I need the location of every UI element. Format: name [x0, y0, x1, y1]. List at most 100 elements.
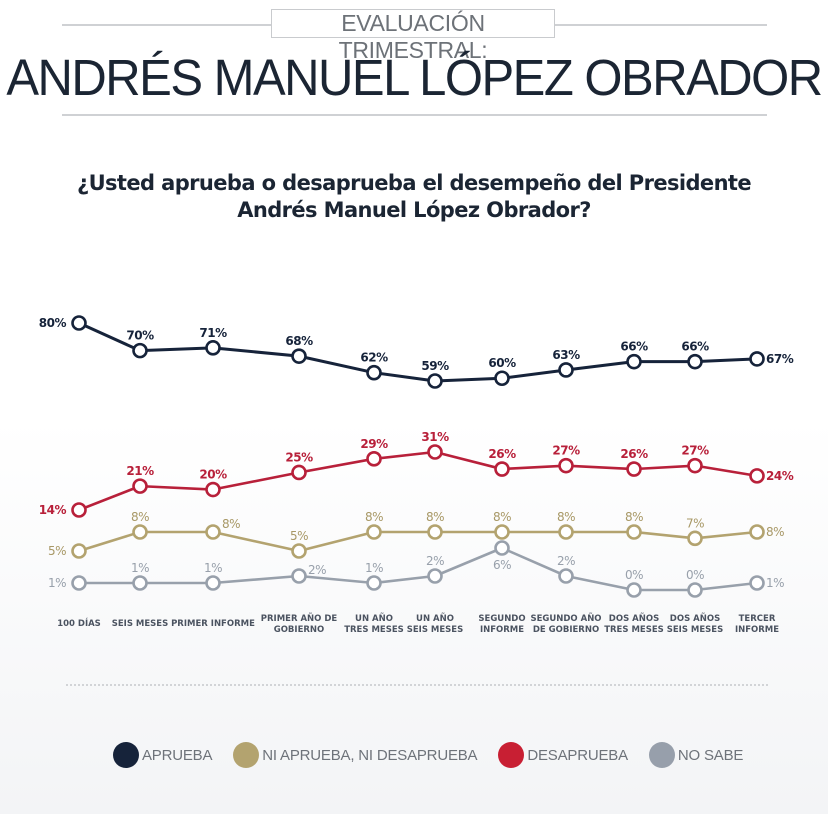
data-label-nosabe: 0% — [686, 568, 704, 582]
x-tick-label: SEGUNDO INFORME — [478, 614, 525, 635]
legend-swatch-desaprueba — [498, 742, 525, 768]
series-line-nosabe — [79, 546, 758, 592]
data-label-ni: 8% — [131, 510, 149, 524]
data-label-nosabe: 2% — [557, 554, 575, 568]
data-label-aprueba: 59% — [421, 359, 449, 373]
data-label-ni: 5% — [290, 529, 308, 543]
series-line-aprueba — [78, 321, 758, 383]
data-point-aprueba — [366, 364, 382, 381]
data-point-aprueba — [291, 348, 307, 364]
x-tick-label: DOS AÑOS TRES MESES — [604, 613, 664, 635]
x-tick-label: DOS AÑOS SEIS MESES — [667, 613, 724, 635]
data-label-desaprueba: 21% — [126, 464, 154, 478]
legend-item-nosabe: NO SABE — [648, 742, 743, 768]
data-label-ni: 8% — [365, 510, 383, 524]
data-label-ni: 5% — [48, 544, 66, 558]
data-point-aprueba — [494, 370, 510, 387]
series-aprueba: 80% 70% 71% 68% 62% 59% 60% 63% 66% 66% 67% — [39, 315, 794, 389]
legend-label-ni: NI APRUEBA, NI DESAPRUEBA — [262, 746, 478, 764]
data-point-aprueba — [205, 340, 221, 356]
data-point-nosabe — [366, 575, 382, 591]
data-label-aprueba: 62% — [360, 351, 388, 365]
data-point-ni — [205, 524, 221, 540]
data-point-ni — [132, 524, 148, 540]
data-point-nosabe — [427, 568, 443, 584]
data-label-nosabe: 2% — [308, 563, 326, 577]
series-ni: 5% 8% 8% 5% 8% 8% 8% 8% 8% 7% 8% — [48, 510, 785, 559]
data-label-nosabe: 0% — [625, 568, 643, 582]
data-point-ni — [494, 524, 510, 540]
data-point-ni — [749, 524, 765, 540]
x-tick-label: SEIS MESES — [112, 619, 169, 629]
data-label-ni: 7% — [686, 516, 704, 530]
data-point-aprueba — [687, 353, 703, 370]
series-line-desaprueba — [78, 450, 758, 512]
data-point-nosabe — [494, 540, 510, 556]
data-point-desaprueba — [626, 461, 642, 477]
chart-legend: APRUEBA NI APRUEBA, NI DESAPRUEBA DESAPR… — [113, 740, 764, 770]
header-rule-right — [553, 24, 767, 26]
data-point-nosabe — [71, 575, 87, 591]
data-point-desaprueba — [427, 444, 443, 460]
data-label-aprueba: 66% — [620, 340, 648, 354]
data-label-desaprueba: 27% — [681, 444, 709, 458]
x-tick-label: UN AÑO SEIS MESES — [407, 613, 464, 635]
data-label-nosabe: 1% — [48, 576, 66, 590]
legend-swatch-aprueba — [113, 742, 139, 768]
data-label-ni: 8% — [222, 517, 240, 531]
legend-label-aprueba: APRUEBA — [142, 746, 213, 764]
x-tick-label: TERCER INFORME — [735, 614, 779, 635]
data-point-desaprueba — [558, 457, 574, 474]
legend-swatch-ni — [233, 742, 260, 768]
data-label-aprueba: 70% — [126, 329, 154, 343]
data-point-aprueba — [132, 342, 148, 359]
x-axis: 100 DÍAS SEIS MESES PRIMER INFORME PRIMER A… — [57, 613, 779, 635]
header-rule-bottom — [62, 114, 767, 116]
legend-item-desaprueba: DESAPRUEBA — [498, 742, 628, 768]
series-desaprueba: 14% 21% 20% 25% 29% 31% 26% 27% 26% 27% 24% — [39, 430, 794, 518]
data-point-desaprueba — [291, 464, 307, 481]
data-label-desaprueba: 24% — [766, 469, 794, 483]
data-point-desaprueba — [132, 478, 148, 494]
data-point-desaprueba — [366, 451, 382, 467]
data-point-desaprueba — [494, 461, 510, 477]
header-rule-left — [62, 24, 272, 26]
data-point-aprueba — [71, 315, 87, 331]
data-label-ni: 8% — [766, 525, 784, 539]
x-tick-label: 100 DÍAS — [57, 617, 101, 629]
data-label-nosabe: 1% — [204, 561, 222, 575]
series-line-ni — [78, 530, 758, 553]
data-point-ni — [558, 524, 574, 540]
series-nosabe: 1% 1% 1% 2% 1% 2% 6% 2% 0% 0% 1% — [48, 540, 785, 598]
question-line-1: ¿Usted aprueba o desaprueba el desempeño… — [77, 171, 752, 195]
data-label-aprueba: 66% — [681, 340, 709, 354]
data-label-aprueba: 60% — [488, 356, 516, 370]
legend-label-desaprueba: DESAPRUEBA — [527, 746, 628, 764]
data-label-aprueba: 71% — [199, 326, 227, 340]
data-point-desaprueba — [71, 502, 87, 518]
data-label-desaprueba: 20% — [199, 468, 227, 482]
data-point-desaprueba — [205, 481, 221, 498]
question-line-2: Andrés Manuel López Obrador? — [237, 198, 591, 222]
legend-item-aprueba: APRUEBA — [113, 742, 212, 768]
data-label-nosabe: 1% — [766, 576, 784, 590]
data-point-nosabe — [626, 582, 642, 598]
data-point-ni — [626, 524, 642, 540]
data-label-desaprueba: 31% — [421, 430, 449, 444]
data-label-aprueba: 80% — [39, 316, 67, 330]
data-label-aprueba: 68% — [285, 334, 313, 348]
data-point-nosabe — [558, 568, 574, 584]
data-point-ni — [687, 530, 703, 547]
line-chart: 1% 1% 1% 2% 1% 2% 6% 2% 0% 0% 1% 5% 8% 8% 5% 8% 8% 8% 8% 8%… — [39, 315, 794, 635]
legend-item-ni: NI APRUEBA, NI DESAPRUEBA — [233, 742, 478, 768]
data-label-ni: 8% — [625, 510, 643, 524]
data-point-ni — [366, 524, 382, 540]
data-label-nosabe: 1% — [131, 561, 149, 575]
data-label-desaprueba: 25% — [285, 450, 313, 464]
x-tick-label: PRIMER AÑO DE GOBIERNO — [261, 613, 338, 635]
data-label-ni: 8% — [493, 510, 511, 524]
data-label-desaprueba: 26% — [488, 447, 516, 461]
x-tick-label: PRIMER INFORME — [171, 619, 255, 629]
data-label-desaprueba: 27% — [552, 444, 580, 458]
data-point-aprueba — [626, 353, 642, 370]
